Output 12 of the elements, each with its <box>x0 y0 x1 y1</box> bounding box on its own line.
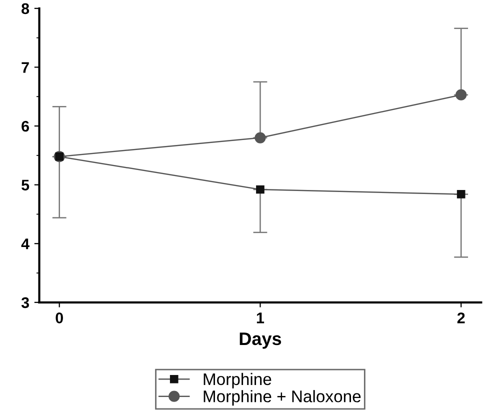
y-tick-label: 8 <box>22 3 30 14</box>
x-tick-label: 0 <box>56 312 63 324</box>
y-tick-label: 5 <box>22 180 30 190</box>
legend-label: Morphine + Naloxone <box>204 390 361 406</box>
x-tick-label: 2 <box>457 312 465 324</box>
x-axis-title: Days <box>240 332 282 349</box>
y-tick-label: 6 <box>22 120 30 132</box>
y-tick-label: 3 <box>21 297 30 308</box>
y-tick-label: 7 <box>22 62 29 73</box>
y-tick-label: 4 <box>21 238 30 250</box>
x-tick-label: 1 <box>256 312 264 324</box>
legend-label: Morphine <box>204 372 272 388</box>
